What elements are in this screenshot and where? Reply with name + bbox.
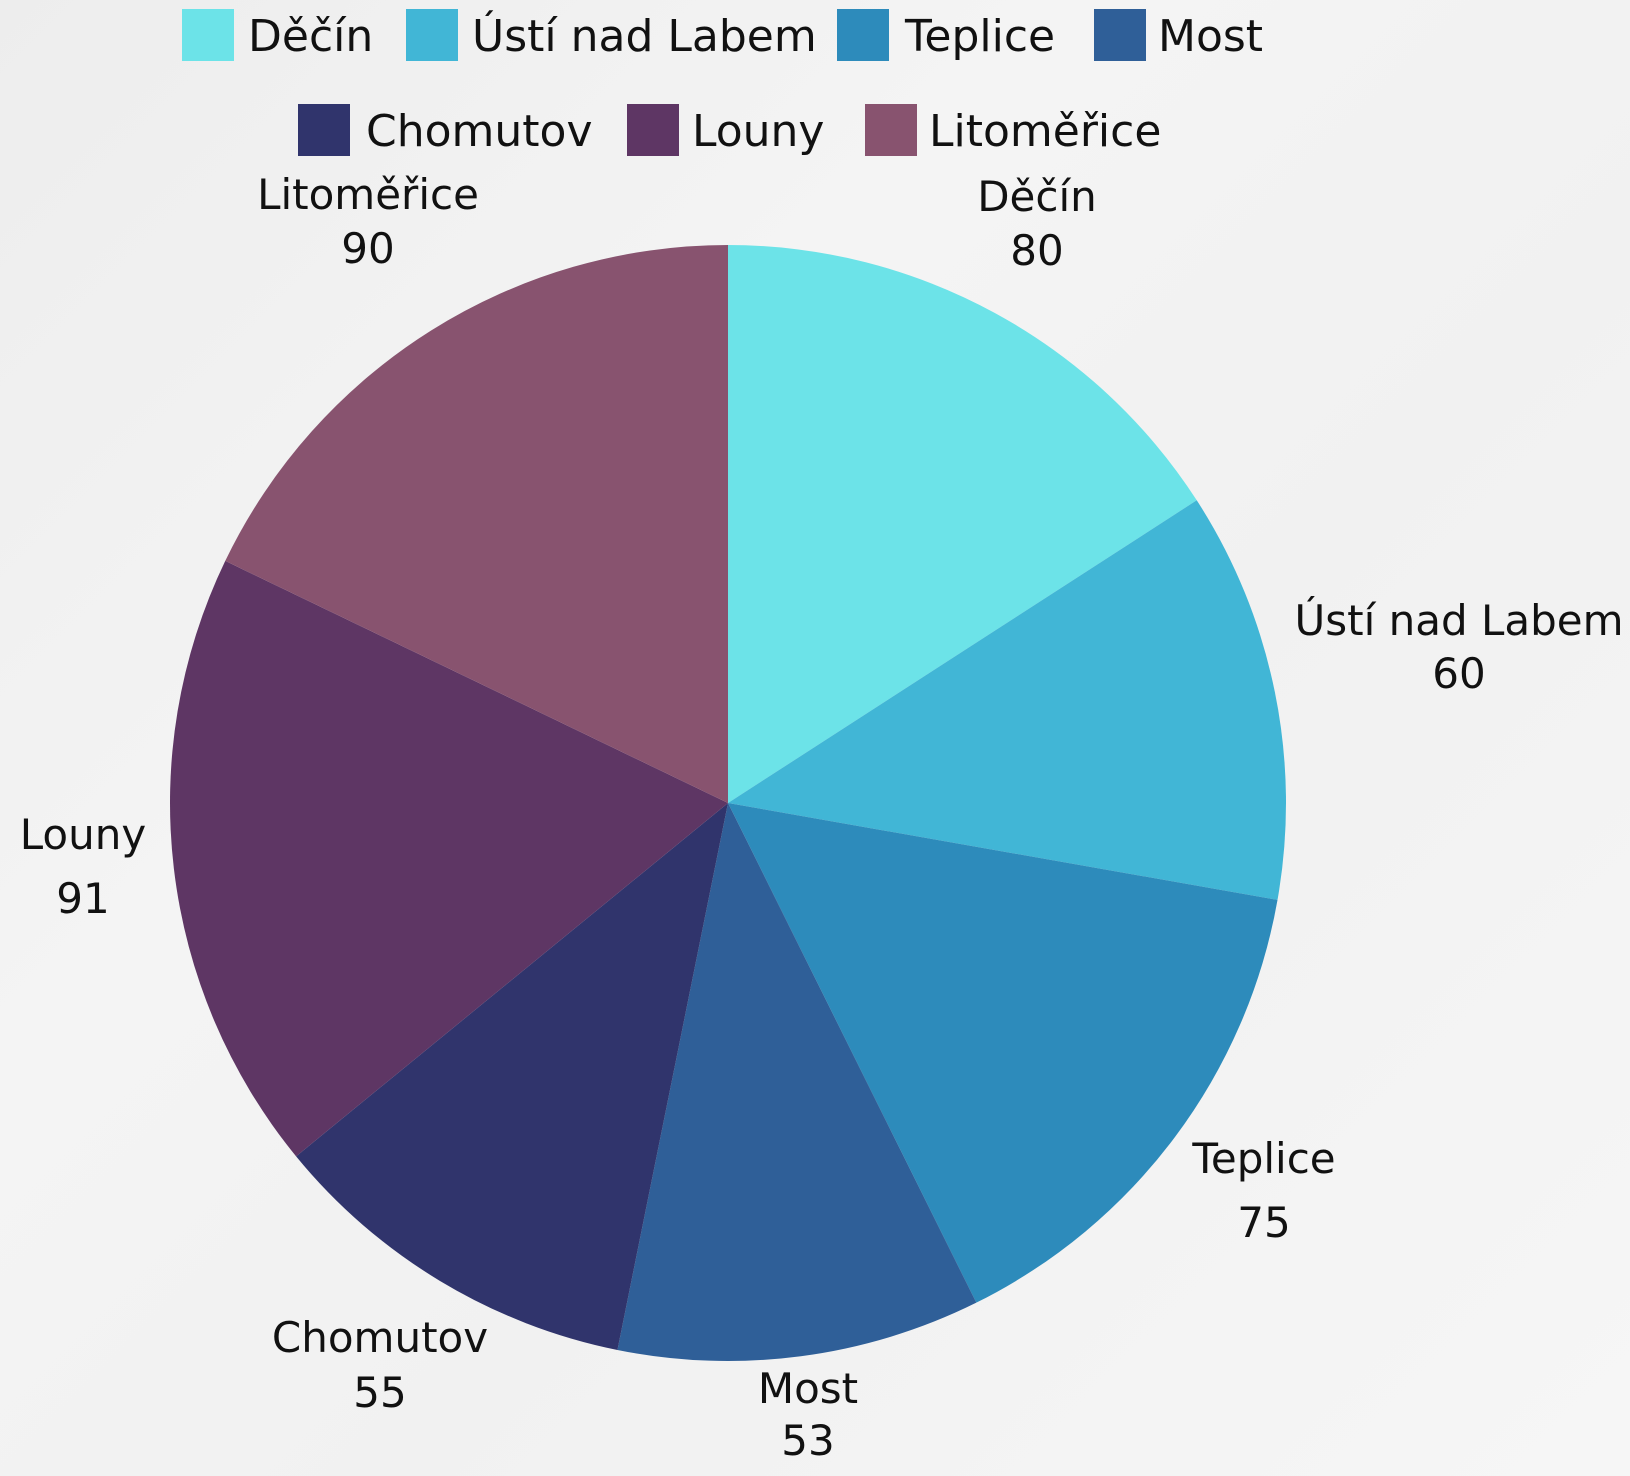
legend-label-most: Most — [1158, 11, 1263, 62]
legend-label-teplice: Teplice — [904, 11, 1055, 62]
slice-label-litomerice: Litoměřice — [257, 170, 479, 219]
pie-slice-litomerice — [225, 245, 728, 803]
pie-slice-decin — [728, 245, 1197, 803]
legend-item-decin: Děčín — [182, 9, 373, 62]
slice-label-usti-nad-labem: Ústí nad Labem — [1294, 595, 1623, 645]
legend-label-louny: Louny — [692, 106, 824, 157]
slice-label-most: Most — [758, 1364, 858, 1413]
legend-swatch-most — [1094, 9, 1146, 61]
pie-slice-teplice — [728, 803, 1278, 1303]
legend-item-louny: Louny — [627, 104, 824, 157]
slice-value-decin: 80 — [1010, 226, 1063, 275]
legend-label-chomutov: Chomutov — [366, 106, 593, 157]
slice-value-usti-nad-labem: 60 — [1432, 649, 1485, 698]
legend-swatch-teplice — [837, 9, 889, 61]
slice-label-chomutov: Chomutov — [272, 1313, 488, 1362]
legend-swatch-louny — [627, 104, 679, 156]
pie-slices — [169, 245, 1286, 1362]
pie-slice-usti-nad-labem — [728, 500, 1286, 900]
slice-value-litomerice: 90 — [341, 224, 394, 273]
legend-item-chomutov: Chomutov — [298, 104, 593, 157]
legend-label-decin: Děčín — [248, 11, 373, 62]
legend: Děčín Ústí nad Labem Teplice Most Chomutov Lo… — [182, 9, 1263, 157]
slice-value-teplice: 75 — [1237, 1198, 1290, 1247]
slice-value-chomutov: 55 — [353, 1368, 406, 1417]
slice-label-louny: Louny — [20, 810, 146, 859]
legend-label-litomerice: Litoměřice — [929, 106, 1161, 157]
slice-value-most: 53 — [781, 1416, 834, 1465]
legend-swatch-usti-nad-labem — [406, 9, 458, 61]
legend-swatch-chomutov — [298, 104, 350, 156]
slice-label-decin: Děčín — [977, 172, 1097, 221]
legend-label-usti-nad-labem: Ústí nad Labem — [472, 9, 817, 62]
pie-slice-chomutov — [296, 803, 728, 1350]
legend-item-most: Most — [1094, 9, 1263, 62]
legend-item-teplice: Teplice — [837, 9, 1055, 62]
legend-item-usti-nad-labem: Ústí nad Labem — [406, 9, 817, 62]
pie-slice-most — [617, 803, 977, 1362]
slice-value-louny: 91 — [56, 874, 109, 923]
legend-swatch-litomerice — [865, 104, 917, 156]
legend-item-litomerice: Litoměřice — [865, 104, 1161, 157]
pie-slice-louny — [169, 560, 729, 1157]
legend-swatch-decin — [182, 9, 234, 61]
slice-label-teplice: Teplice — [1191, 1134, 1335, 1183]
